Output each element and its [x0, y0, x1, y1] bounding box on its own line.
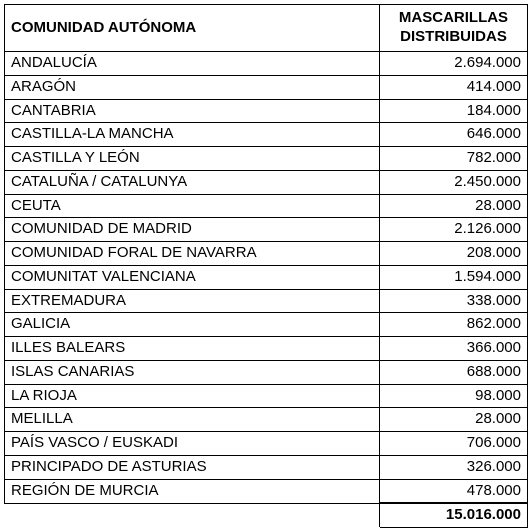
column-header-region: COMUNIDAD AUTÓNOMA [5, 5, 380, 52]
region-cell: COMUNIDAD DE MADRID [5, 218, 380, 242]
table-total-row: 15.016.000 [5, 503, 528, 527]
masks-distribution-table: COMUNIDAD AUTÓNOMA MASCARILLAS DISTRIBUI… [4, 4, 528, 528]
value-cell: 338.000 [380, 289, 528, 313]
table-row: CATALUÑA / CATALUNYA2.450.000 [5, 170, 528, 194]
region-cell: COMUNITAT VALENCIANA [5, 265, 380, 289]
region-cell: ARAGÓN [5, 75, 380, 99]
value-cell: 414.000 [380, 75, 528, 99]
region-cell: PAÍS VASCO / EUSKADI [5, 432, 380, 456]
column-header-value: MASCARILLAS DISTRIBUIDAS [380, 5, 528, 52]
region-cell: GALICIA [5, 313, 380, 337]
value-cell: 2.126.000 [380, 218, 528, 242]
table-row: COMUNIDAD DE MADRID2.126.000 [5, 218, 528, 242]
table-row: COMUNIDAD FORAL DE NAVARRA208.000 [5, 242, 528, 266]
total-value-cell: 15.016.000 [380, 503, 528, 527]
value-cell: 706.000 [380, 432, 528, 456]
region-cell: ANDALUCÍA [5, 52, 380, 76]
region-cell: CATALUÑA / CATALUNYA [5, 170, 380, 194]
region-cell: ILLES BALEARS [5, 337, 380, 361]
region-cell: EXTREMADURA [5, 289, 380, 313]
value-cell: 2.694.000 [380, 52, 528, 76]
value-cell: 782.000 [380, 147, 528, 171]
value-cell: 28.000 [380, 194, 528, 218]
table-row: GALICIA862.000 [5, 313, 528, 337]
value-cell: 688.000 [380, 360, 528, 384]
value-cell: 1.594.000 [380, 265, 528, 289]
table-row: ARAGÓN414.000 [5, 75, 528, 99]
table-row: CEUTA28.000 [5, 194, 528, 218]
value-cell: 208.000 [380, 242, 528, 266]
table-row: LA RIOJA98.000 [5, 384, 528, 408]
table-row: ISLAS CANARIAS688.000 [5, 360, 528, 384]
value-cell: 366.000 [380, 337, 528, 361]
region-cell: CASTILLA-LA MANCHA [5, 123, 380, 147]
table-row: REGIÓN DE MURCIA478.000 [5, 479, 528, 503]
region-cell: PRINCIPADO DE ASTURIAS [5, 455, 380, 479]
value-cell: 326.000 [380, 455, 528, 479]
table-row: MELILLA28.000 [5, 408, 528, 432]
region-cell: COMUNIDAD FORAL DE NAVARRA [5, 242, 380, 266]
value-cell: 28.000 [380, 408, 528, 432]
table-row: PRINCIPADO DE ASTURIAS326.000 [5, 455, 528, 479]
column-header-value-line2: DISTRIBUIDAS [400, 28, 507, 45]
table-row: COMUNITAT VALENCIANA1.594.000 [5, 265, 528, 289]
table-row: CASTILLA Y LEÓN782.000 [5, 147, 528, 171]
region-cell: CASTILLA Y LEÓN [5, 147, 380, 171]
table-row: CASTILLA-LA MANCHA646.000 [5, 123, 528, 147]
region-cell: MELILLA [5, 408, 380, 432]
value-cell: 478.000 [380, 479, 528, 503]
region-cell: REGIÓN DE MURCIA [5, 479, 380, 503]
table-row: ILLES BALEARS366.000 [5, 337, 528, 361]
region-cell: ISLAS CANARIAS [5, 360, 380, 384]
table-header-row: COMUNIDAD AUTÓNOMA MASCARILLAS DISTRIBUI… [5, 5, 528, 52]
region-cell: CANTABRIA [5, 99, 380, 123]
value-cell: 184.000 [380, 99, 528, 123]
column-header-value-line1: MASCARILLAS [399, 9, 508, 26]
value-cell: 646.000 [380, 123, 528, 147]
value-cell: 862.000 [380, 313, 528, 337]
table-row: EXTREMADURA338.000 [5, 289, 528, 313]
table-row: CANTABRIA184.000 [5, 99, 528, 123]
table-row: ANDALUCÍA2.694.000 [5, 52, 528, 76]
value-cell: 2.450.000 [380, 170, 528, 194]
table-row: PAÍS VASCO / EUSKADI706.000 [5, 432, 528, 456]
region-cell: LA RIOJA [5, 384, 380, 408]
region-cell: CEUTA [5, 194, 380, 218]
value-cell: 98.000 [380, 384, 528, 408]
total-region-cell [5, 503, 380, 527]
